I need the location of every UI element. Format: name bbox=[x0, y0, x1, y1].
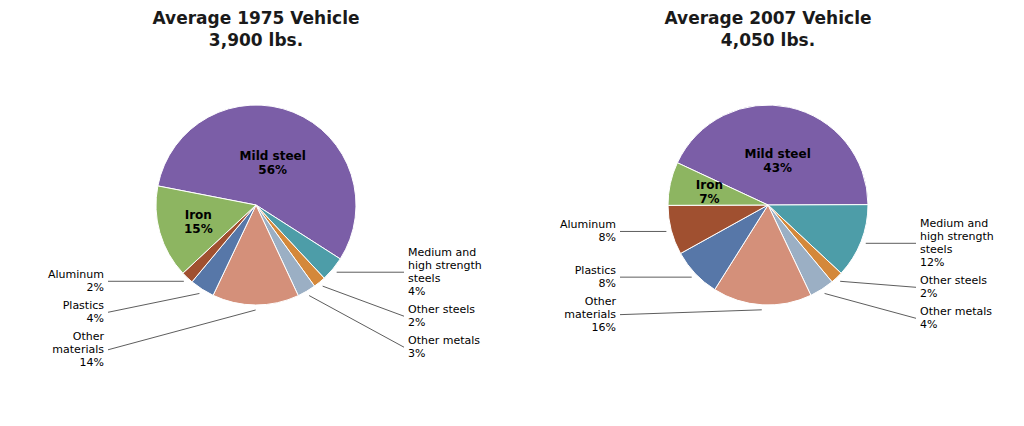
leader-line bbox=[323, 286, 404, 316]
leader-line bbox=[309, 296, 404, 348]
label-name: Plastics bbox=[63, 299, 105, 312]
leader-line bbox=[108, 293, 199, 312]
label-value: 7% bbox=[699, 192, 719, 206]
wedges bbox=[156, 105, 356, 305]
leader-line bbox=[620, 231, 666, 232]
leader-line bbox=[620, 310, 762, 315]
label-name: materials bbox=[564, 308, 616, 321]
label-name: Other steels bbox=[920, 274, 987, 287]
data-label: Plastics8% bbox=[575, 264, 617, 290]
label-name: steels bbox=[920, 243, 953, 256]
label-name: Medium and bbox=[920, 217, 988, 230]
label-value: 15% bbox=[184, 222, 213, 236]
label-value: 43% bbox=[763, 161, 792, 175]
pie-panel: Average 2007 Vehicle4,050 lbs. Mild steel… bbox=[560, 8, 994, 334]
data-label: Other metals4% bbox=[920, 305, 992, 331]
label-name: Aluminum bbox=[48, 268, 104, 281]
subtitle: 3,900 lbs. bbox=[209, 30, 303, 50]
data-label: Aluminum8% bbox=[560, 218, 616, 244]
label-value: 56% bbox=[258, 163, 287, 177]
title: Average 2007 Vehicle bbox=[665, 8, 872, 28]
label-value: 14% bbox=[80, 356, 104, 369]
label-name: Plastics bbox=[575, 264, 617, 277]
wedge bbox=[677, 105, 868, 205]
label-name: high strength bbox=[408, 259, 482, 272]
data-label: Mild steel43% bbox=[745, 147, 811, 175]
label-name: Other bbox=[73, 330, 105, 343]
label-name: Other steels bbox=[408, 303, 475, 316]
label-name: Other metals bbox=[408, 334, 480, 347]
subtitle: 4,050 lbs. bbox=[721, 30, 815, 50]
labels: Mild steel43% Medium andhigh strengthstee… bbox=[560, 147, 994, 334]
data-label: Mild steel56% bbox=[240, 149, 306, 177]
label-value: 12% bbox=[920, 256, 944, 269]
data-label: Other metals3% bbox=[408, 334, 480, 360]
data-label: Iron7% bbox=[696, 178, 723, 206]
label-value: 16% bbox=[592, 321, 616, 334]
data-label: Other steels2% bbox=[408, 303, 475, 329]
label-name: Aluminum bbox=[560, 218, 616, 231]
data-label: Iron15% bbox=[184, 208, 213, 236]
title: Average 1975 Vehicle bbox=[153, 8, 360, 28]
labels: Mild steel56% Medium andhigh strengthstee… bbox=[48, 149, 482, 369]
data-label: Medium andhigh strengthsteels12% bbox=[920, 217, 994, 269]
label-name: high strength bbox=[920, 230, 994, 243]
wedge bbox=[668, 205, 768, 253]
label-value: 8% bbox=[599, 231, 616, 244]
leader-line bbox=[108, 281, 184, 282]
pie-panel: Average 1975 Vehicle3,900 lbs. Mild steel… bbox=[48, 8, 482, 369]
label-value: 2% bbox=[87, 281, 104, 294]
label-value: 2% bbox=[408, 316, 425, 329]
label-value: 8% bbox=[599, 277, 616, 290]
label-name: Iron bbox=[185, 208, 212, 222]
leader-line bbox=[840, 281, 916, 287]
label-name: Medium and bbox=[408, 246, 476, 259]
data-label: Other steels2% bbox=[920, 274, 987, 300]
leader-lines bbox=[620, 231, 916, 318]
label-name: Other bbox=[585, 295, 617, 308]
leader-line bbox=[866, 243, 916, 244]
leader-line bbox=[825, 293, 916, 318]
leader-line bbox=[108, 310, 256, 350]
data-label: Plastics4% bbox=[63, 299, 105, 325]
data-label: Medium andhigh strengthsteels4% bbox=[408, 246, 482, 298]
wedges bbox=[668, 105, 868, 305]
data-label: Othermaterials14% bbox=[52, 330, 104, 369]
label-name: Other metals bbox=[920, 305, 992, 318]
chart: Average 1975 Vehicle3,900 lbs. Mild steel… bbox=[0, 0, 1024, 426]
label-name: Mild steel bbox=[745, 147, 811, 161]
leader-lines bbox=[108, 272, 404, 350]
leader-line bbox=[337, 272, 404, 273]
label-name: Iron bbox=[696, 178, 723, 192]
data-label: Aluminum2% bbox=[48, 268, 104, 294]
wedge bbox=[156, 186, 256, 273]
label-value: 3% bbox=[408, 347, 425, 360]
label-name: Mild steel bbox=[240, 149, 306, 163]
leader-line bbox=[620, 277, 692, 278]
wedge bbox=[668, 163, 768, 206]
label-value: 4% bbox=[87, 312, 104, 325]
label-value: 4% bbox=[408, 285, 425, 298]
label-value: 2% bbox=[920, 287, 937, 300]
data-label: Othermaterials16% bbox=[564, 295, 616, 334]
label-name: materials bbox=[52, 343, 104, 356]
label-name: steels bbox=[408, 272, 441, 285]
label-value: 4% bbox=[920, 318, 937, 331]
